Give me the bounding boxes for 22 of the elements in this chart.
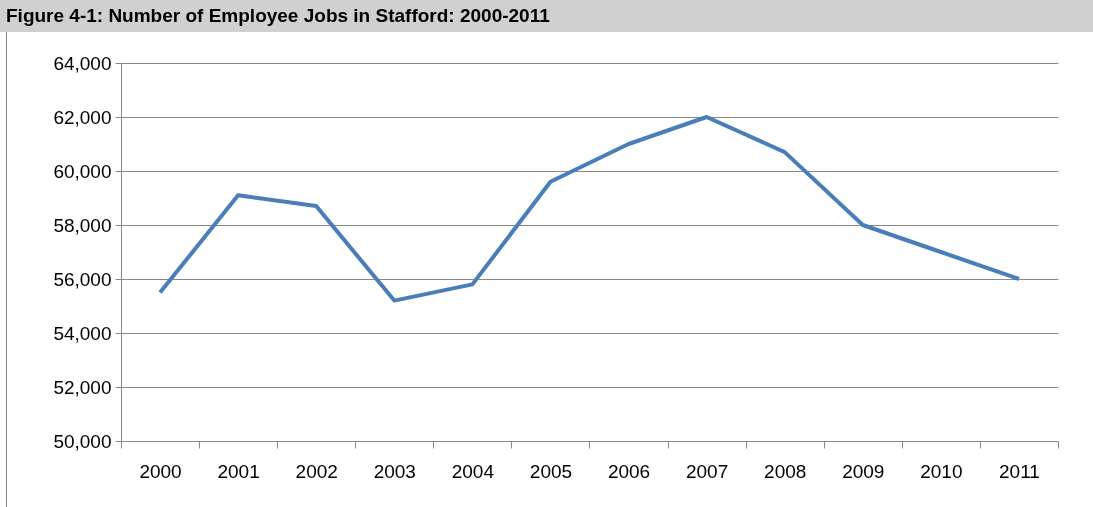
y-tick-label: 54,000 (53, 322, 112, 344)
y-tick-label: 52,000 (53, 376, 112, 398)
x-tick-label: 2007 (685, 460, 729, 482)
line-series (158, 115, 1021, 303)
y-tick-label: 62,000 (53, 106, 112, 128)
x-tick-label: 2004 (451, 460, 495, 482)
x-tick-label: 2003 (373, 460, 416, 482)
x-tick-label: 2008 (764, 460, 807, 482)
x-tick-label: 2011 (999, 460, 1040, 482)
x-tick-label: 2002 (295, 460, 338, 482)
x-tick-label: 2006 (607, 460, 651, 482)
x-tick-label: 2001 (217, 460, 260, 482)
x-tick-label: 2009 (842, 460, 885, 482)
chart-title: Figure 4-1: Number of Employee Jobs in Stafford: 2000-2011 (0, 0, 1093, 32)
y-tick-label: 50,000 (53, 430, 112, 452)
y-tick-label: 64,000 (53, 52, 112, 74)
x-tick-label: 2010 (920, 460, 963, 482)
y-tick-label: 60,000 (53, 160, 112, 182)
y-tick-label: 58,000 (53, 214, 112, 236)
x-tick-label: 2005 (529, 460, 573, 482)
x-tick-label: 2000 (139, 460, 182, 482)
y-tick-label: 56,000 (53, 268, 112, 290)
